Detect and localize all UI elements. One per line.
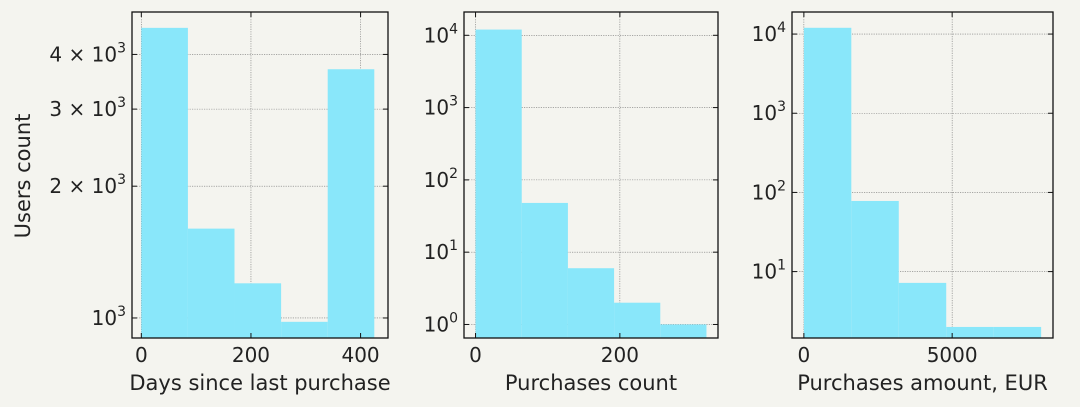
days-bar-1 <box>187 228 235 338</box>
days-y-tick-label-3: 4 × 103 <box>49 40 126 66</box>
count-bar-0 <box>475 29 522 338</box>
count-y-tick-label-1: 101 <box>424 238 458 264</box>
amount-bar-2 <box>898 282 947 338</box>
amount-bar-4 <box>993 326 1042 338</box>
days-bar-4 <box>327 69 375 338</box>
users-count-axis-label: Users count <box>11 114 35 239</box>
amount-x-tick-label-1: 5000 <box>927 343 978 367</box>
count-y-tick-label-4-base: 10 <box>424 23 449 47</box>
count-y-tick-label-0-exp: 0 <box>449 310 458 326</box>
amount-y-tick-label-0-exp: 1 <box>777 258 786 274</box>
amount-y-tick-label-3-exp: 4 <box>777 20 786 36</box>
days-y-tick-label-0: 103 <box>92 304 126 330</box>
amount-y-tick-label-2: 103 <box>752 99 786 125</box>
amount-y-tick-label-2-base: 10 <box>752 101 777 125</box>
count-y-tick-label-1-exp: 1 <box>449 238 458 254</box>
days-y-tick-label-2: 3 × 103 <box>49 95 126 121</box>
days-x-axis-label: Days since last purchase <box>129 371 390 395</box>
count-y-tick-label-2-exp: 2 <box>449 166 458 182</box>
days-y-tick-label-3-base: 4 × 10 <box>49 42 117 66</box>
amount-y-tick-label-3: 104 <box>752 20 786 46</box>
amount-y-tick-label-1: 102 <box>752 178 786 204</box>
count-y-tick-label-2: 102 <box>424 166 458 192</box>
count-bar-3 <box>614 302 661 338</box>
count-bar-1 <box>521 202 568 338</box>
count-axes-frame <box>463 11 719 339</box>
count-y-tick-label-3-exp: 3 <box>449 94 458 110</box>
days-bar-2 <box>234 283 282 338</box>
days-y-tick-label-1: 2 × 103 <box>49 172 126 198</box>
amount-y-tick-label-2-exp: 3 <box>777 99 786 115</box>
days-y-tick-label-2-exp: 3 <box>117 95 126 111</box>
amount-y-tick-label-1-exp: 2 <box>777 178 786 194</box>
amount-y-tick-label-1-base: 10 <box>752 180 777 204</box>
days-bar-3 <box>281 321 328 338</box>
count-bar-2 <box>567 268 615 338</box>
days-y-tick-label-2-base: 3 × 10 <box>49 97 117 121</box>
days-y-tick-label-1-exp: 3 <box>117 172 126 188</box>
count-y-tick-label-3: 103 <box>424 94 458 120</box>
amount-axes-frame <box>791 11 1054 339</box>
amount-y-tick-label-3-base: 10 <box>752 22 777 46</box>
days-x-tick-label-2: 400 <box>341 343 379 367</box>
days-y-tick-label-3-exp: 3 <box>117 40 126 56</box>
count-y-tick-label-4-exp: 4 <box>449 21 458 37</box>
amount-x-tick-label-0: 0 <box>797 343 810 367</box>
count-y-tick-label-1-base: 10 <box>424 240 449 264</box>
count-y-tick-label-3-base: 10 <box>424 96 449 120</box>
days-bar-0 <box>141 27 188 339</box>
amount-y-tick-label-0: 101 <box>752 258 786 284</box>
amount-bar-3 <box>946 326 994 338</box>
days-x-tick-label-1: 200 <box>232 343 270 367</box>
count-y-tick-label-2-base: 10 <box>424 168 449 192</box>
count-x-axis-label: Purchases count <box>505 371 677 395</box>
count-y-tick-label-4: 104 <box>424 21 458 47</box>
count-x-tick-label-0: 0 <box>469 343 482 367</box>
amount-y-tick-label-0-base: 10 <box>752 260 777 284</box>
days-y-tick-label-0-base: 10 <box>92 306 117 330</box>
days-axes-frame <box>131 11 389 339</box>
count-y-tick-label-0-base: 10 <box>424 312 449 336</box>
amount-x-axis-label: Purchases amount, EUR <box>797 371 1048 395</box>
amount-bar-0 <box>803 27 852 339</box>
count-y-tick-label-0: 100 <box>424 310 458 336</box>
count-bar-4 <box>660 324 707 338</box>
days-y-tick-label-0-exp: 3 <box>117 304 126 320</box>
amount-bar-1 <box>851 200 899 338</box>
count-x-tick-label-1: 200 <box>601 343 639 367</box>
days-y-tick-label-1-base: 2 × 10 <box>49 174 117 198</box>
days-x-tick-label-0: 0 <box>135 343 148 367</box>
